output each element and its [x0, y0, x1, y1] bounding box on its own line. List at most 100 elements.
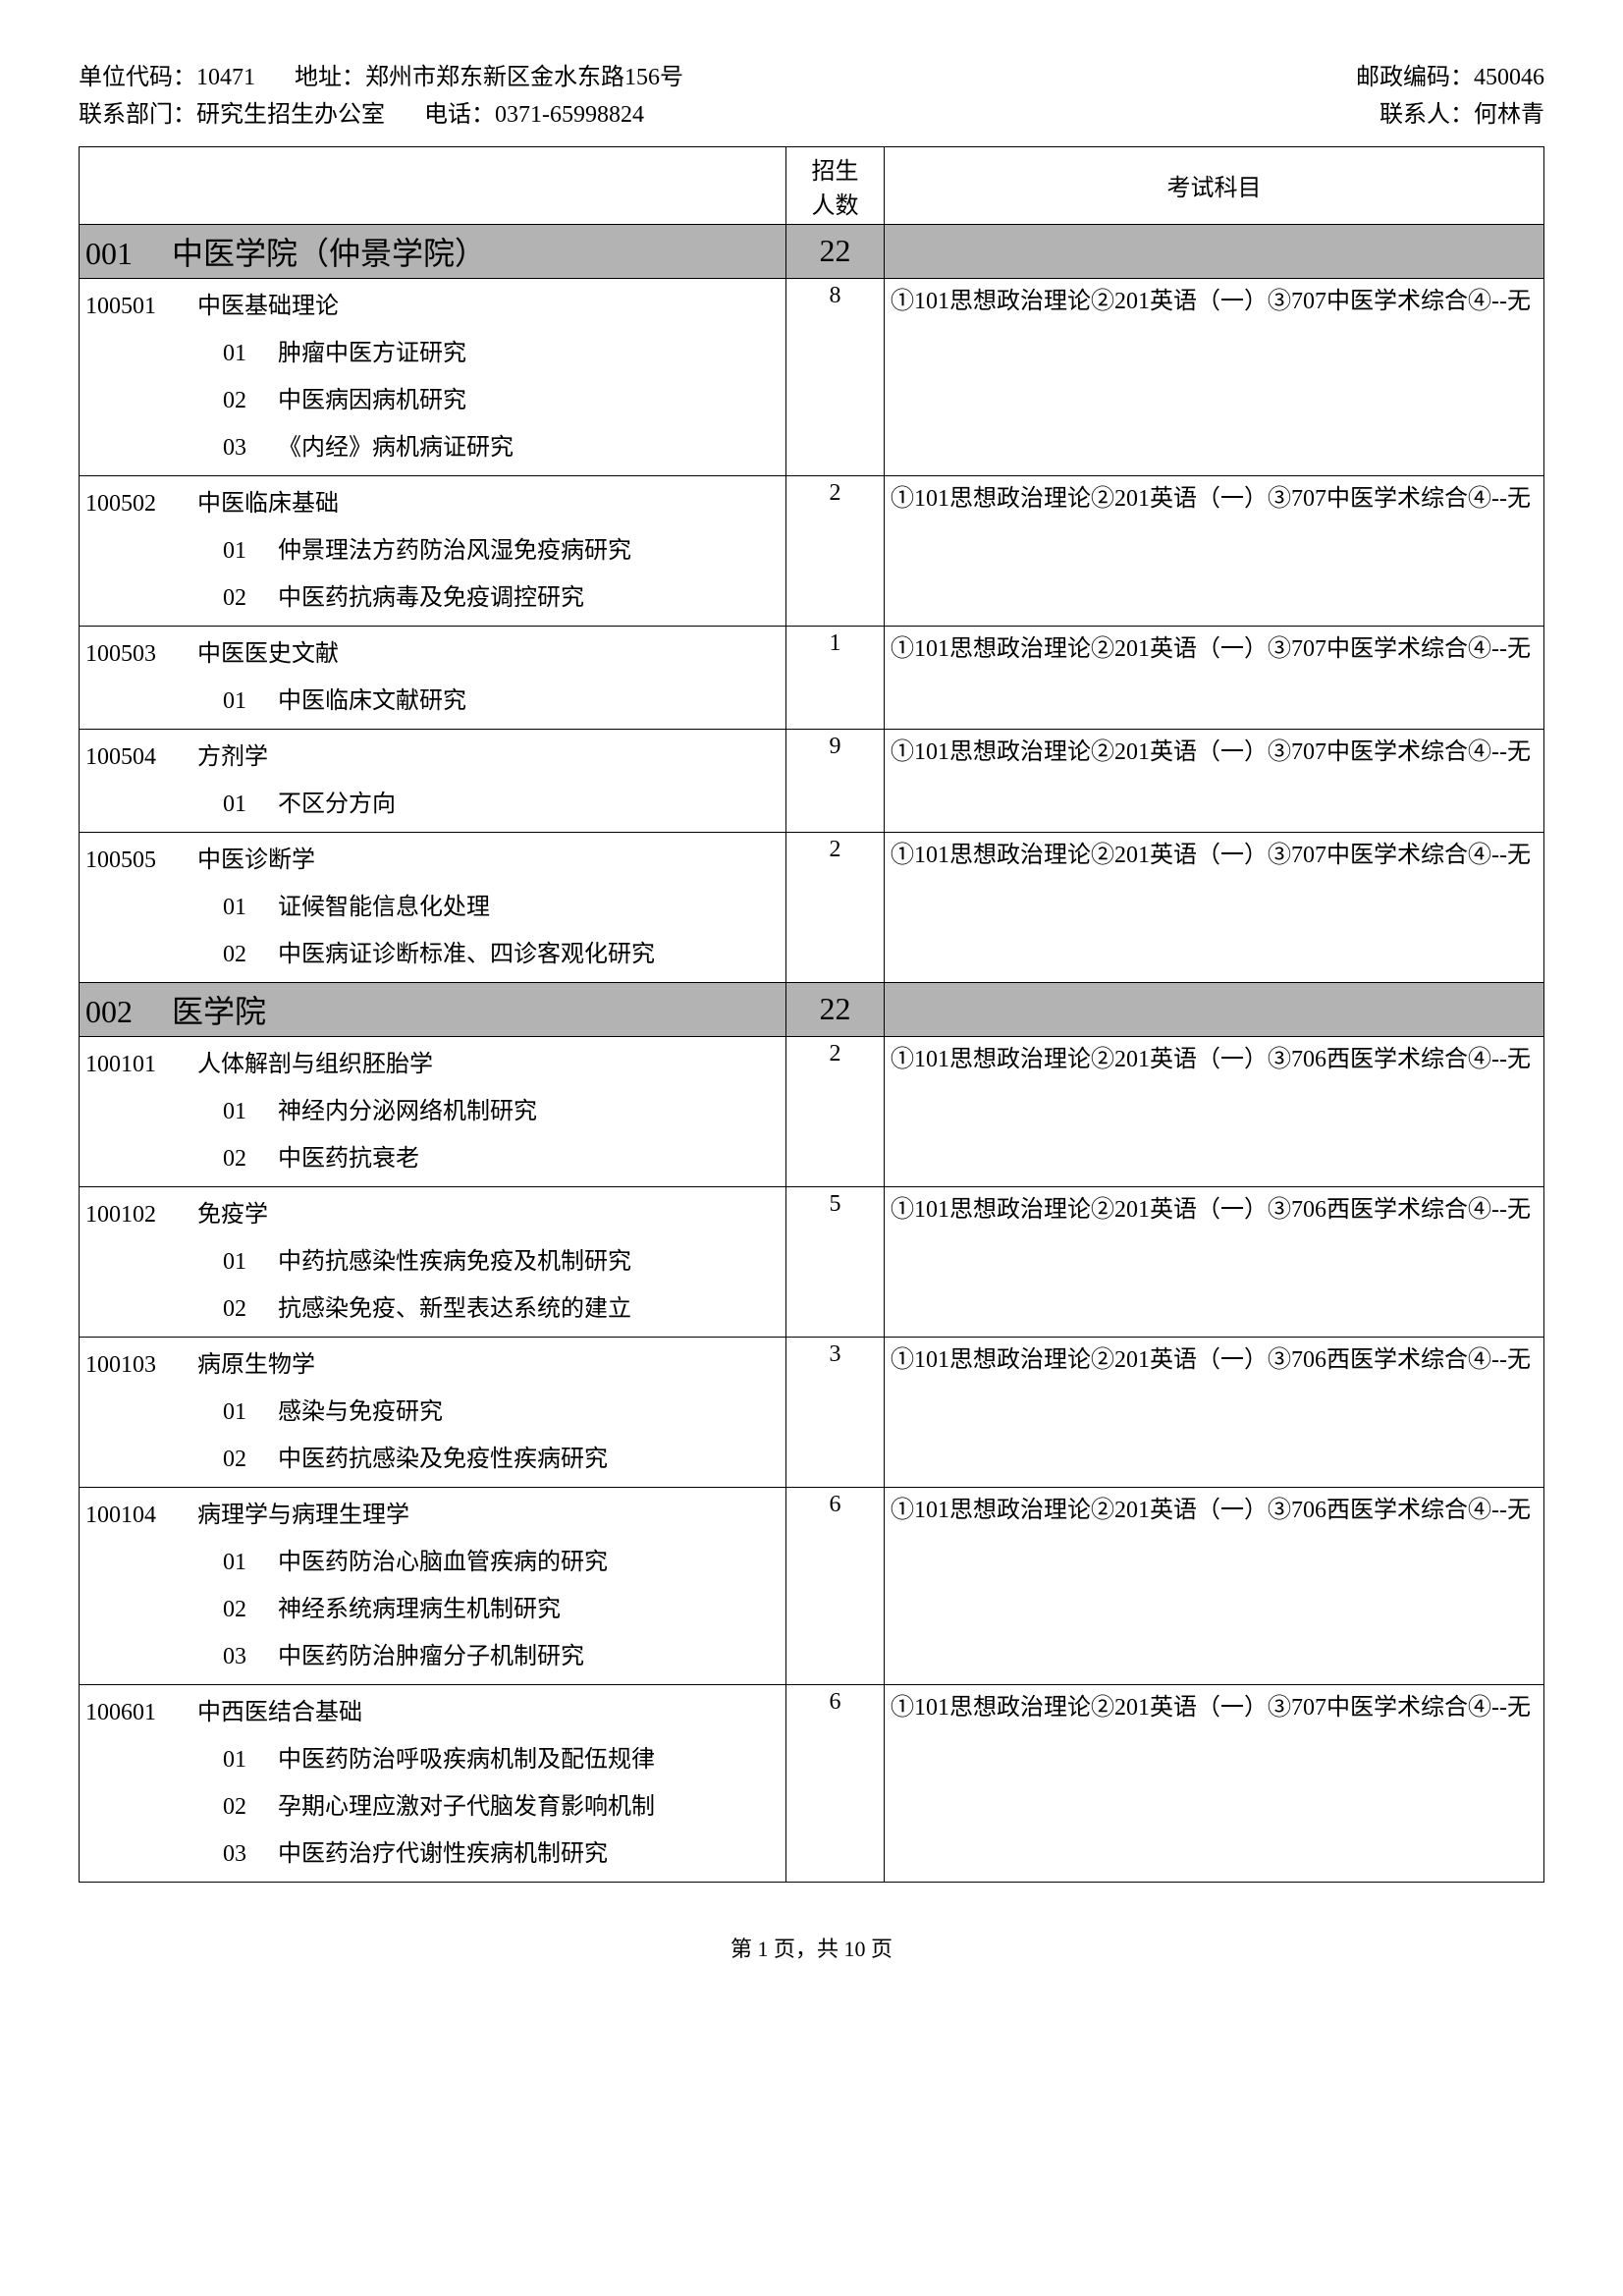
- header-row-1: 单位代码：10471 地址：郑州市郑东新区金水东路156号 邮政编码：45004…: [79, 59, 1544, 96]
- direction-num: 02: [223, 1783, 258, 1831]
- dept: 联系部门：研究生招生办公室: [79, 96, 385, 134]
- direction-name: 《内经》病机病证研究: [278, 424, 514, 471]
- major-count: 2: [786, 475, 885, 626]
- postcode: 邮政编码：450046: [1356, 59, 1544, 96]
- major-cell: 100504方剂学01不区分方向: [80, 729, 786, 832]
- header-blank: [80, 146, 786, 224]
- direction-name: 仲景理法方药防治风湿免疫病研究: [278, 527, 631, 574]
- direction-row: 02孕期心理应激对子代脑发育影响机制: [85, 1783, 780, 1831]
- major-code: 100505: [85, 837, 184, 884]
- direction-num: 03: [223, 1633, 258, 1680]
- direction-row: 01神经内分泌网络机制研究: [85, 1088, 780, 1135]
- direction-row: 01 中医药防治呼吸疾病机制及配伍规律: [85, 1736, 780, 1783]
- direction-row: 01 仲景理法方药防治风湿免疫病研究: [85, 527, 780, 574]
- direction-row: 03 中医药治疗代谢性疾病机制研究: [85, 1831, 780, 1878]
- direction-name: 中医病证诊断标准、四诊客观化研究: [278, 931, 655, 978]
- direction-num: 01: [223, 1238, 258, 1285]
- section-total: 22: [786, 982, 885, 1036]
- direction-name: 中医药治疗代谢性疾病机制研究: [278, 1831, 608, 1878]
- direction-name: 中医药抗病毒及免疫调控研究: [278, 574, 584, 622]
- direction-row: 01肿瘤中医方证研究: [85, 330, 780, 377]
- major-name: 中医基础理论: [197, 283, 339, 330]
- direction-name: 中药抗感染性疾病免疫及机制研究: [278, 1238, 631, 1285]
- direction-row: 03 《内经》病机病证研究: [85, 424, 780, 471]
- major-count: 1: [786, 626, 885, 729]
- major-row: 100503中医医史文献01中医临床文献研究1①101思想政治理论②201英语（…: [80, 626, 1544, 729]
- unit-code: 单位代码：10471: [79, 59, 255, 96]
- direction-num: 01: [223, 527, 258, 574]
- direction-name: 不区分方向: [278, 781, 396, 828]
- direction-row: 02 中医药抗衰老: [85, 1135, 780, 1182]
- direction-name: 神经系统病理病生机制研究: [278, 1586, 561, 1633]
- direction-row: 01中医药防治心脑血管疾病的研究: [85, 1539, 780, 1586]
- header-subjects: 考试科目: [885, 146, 1544, 224]
- major-row: 100601中西医结合基础01中医药防治呼吸疾病机制及配伍规律02孕期心理应激对…: [80, 1684, 1544, 1882]
- major-cell: 100101 人体解剖与组织胚胎学01神经内分泌网络机制研究02 中医药抗衰老: [80, 1036, 786, 1186]
- direction-name: 中医病因病机研究: [278, 377, 466, 424]
- major-cell: 100104病理学与病理生理学01中医药防治心脑血管疾病的研究02神经系统病理病…: [80, 1487, 786, 1684]
- direction-num: 01: [223, 678, 258, 725]
- direction-name: 中医药防治呼吸疾病机制及配伍规律: [278, 1736, 655, 1783]
- major-count: 3: [786, 1337, 885, 1487]
- major-subjects: ①101思想政治理论②201英语（一）③706西医学术综合④--无: [885, 1036, 1544, 1186]
- major-name: 人体解剖与组织胚胎学: [197, 1041, 433, 1088]
- major-row: 100504方剂学01不区分方向9①101思想政治理论②201英语（一）③707…: [80, 729, 1544, 832]
- direction-row: 02中医药抗病毒及免疫调控研究: [85, 574, 780, 622]
- major-row: 100102免疫学01中药抗感染性疾病免疫及机制研究02抗感染免疫、新型表达系统…: [80, 1186, 1544, 1337]
- direction-row: 02 中医病证诊断标准、四诊客观化研究: [85, 931, 780, 978]
- header-info: 单位代码：10471 地址：郑州市郑东新区金水东路156号 邮政编码：45004…: [79, 59, 1544, 135]
- address: 地址：郑州市郑东新区金水东路156号: [295, 59, 683, 96]
- direction-num: 01: [223, 884, 258, 931]
- major-subjects: ①101思想政治理论②201英语（一）③707中医学术综合④--无: [885, 1684, 1544, 1882]
- direction-name: 证候智能信息化处理: [278, 884, 490, 931]
- section-title: 001 中医学院（仲景学院）: [80, 224, 786, 278]
- direction-num: 02: [223, 1436, 258, 1483]
- direction-num: 02: [223, 1586, 258, 1633]
- major-name: 中医临床基础: [197, 480, 339, 527]
- major-row: 100501 中医基础理论01肿瘤中医方证研究02中医病因病机研究03 《内经》病机…: [80, 278, 1544, 475]
- major-code: 100103: [85, 1341, 184, 1389]
- major-name: 中医诊断学: [197, 837, 315, 884]
- direction-num: 03: [223, 424, 258, 471]
- section-subjects-blank: [885, 224, 1544, 278]
- major-subjects: ①101思想政治理论②201英语（一）③707中医学术综合④--无: [885, 832, 1544, 982]
- major-code: 100101: [85, 1041, 184, 1088]
- major-code: 100104: [85, 1492, 184, 1539]
- direction-name: 肿瘤中医方证研究: [278, 330, 466, 377]
- direction-name: 中医药抗衰老: [278, 1135, 419, 1182]
- major-count: 6: [786, 1487, 885, 1684]
- major-name: 免疫学: [197, 1191, 268, 1238]
- major-cell: 100601中西医结合基础01中医药防治呼吸疾病机制及配伍规律02孕期心理应激对…: [80, 1684, 786, 1882]
- direction-num: 01: [223, 1736, 258, 1783]
- major-subjects: ①101思想政治理论②201英语（一）③707中医学术综合④--无: [885, 729, 1544, 832]
- direction-name: 中医药抗感染及免疫性疾病研究: [278, 1436, 608, 1483]
- major-code: 100504: [85, 734, 184, 781]
- direction-num: 03: [223, 1831, 258, 1878]
- direction-row: 01 证候智能信息化处理: [85, 884, 780, 931]
- section-row: 002 医学院22: [80, 982, 1544, 1036]
- direction-num: 02: [223, 1135, 258, 1182]
- direction-name: 中医临床文献研究: [278, 678, 466, 725]
- major-row: 100104病理学与病理生理学01中医药防治心脑血管疾病的研究02神经系统病理病…: [80, 1487, 1544, 1684]
- direction-num: 02: [223, 931, 258, 978]
- major-subjects: ①101思想政治理论②201英语（一）③706西医学术综合④--无: [885, 1186, 1544, 1337]
- major-name: 病原生物学: [197, 1341, 315, 1389]
- major-count: 5: [786, 1186, 885, 1337]
- header-row-2: 联系部门：研究生招生办公室 电话：0371-65998824 联系人：何林青: [79, 96, 1544, 134]
- section-title: 002 医学院: [80, 982, 786, 1036]
- direction-row: 02抗感染免疫、新型表达系统的建立: [85, 1285, 780, 1333]
- major-count: 9: [786, 729, 885, 832]
- major-subjects: ①101思想政治理论②201英语（一）③706西医学术综合④--无: [885, 1487, 1544, 1684]
- major-cell: 100501 中医基础理论01肿瘤中医方证研究02中医病因病机研究03 《内经》病机…: [80, 278, 786, 475]
- section-subjects-blank: [885, 982, 1544, 1036]
- major-name: 中西医结合基础: [197, 1689, 362, 1736]
- major-row: 100101 人体解剖与组织胚胎学01神经内分泌网络机制研究02 中医药抗衰老 2①1…: [80, 1036, 1544, 1186]
- major-subjects: ①101思想政治理论②201英语（一）③706西医学术综合④--无: [885, 1337, 1544, 1487]
- major-code: 100502: [85, 480, 184, 527]
- major-count: 2: [786, 1036, 885, 1186]
- direction-num: 01: [223, 781, 258, 828]
- direction-row: 02中医病因病机研究: [85, 377, 780, 424]
- major-code: 100501: [85, 283, 184, 330]
- major-count: 2: [786, 832, 885, 982]
- direction-row: 02 神经系统病理病生机制研究: [85, 1586, 780, 1633]
